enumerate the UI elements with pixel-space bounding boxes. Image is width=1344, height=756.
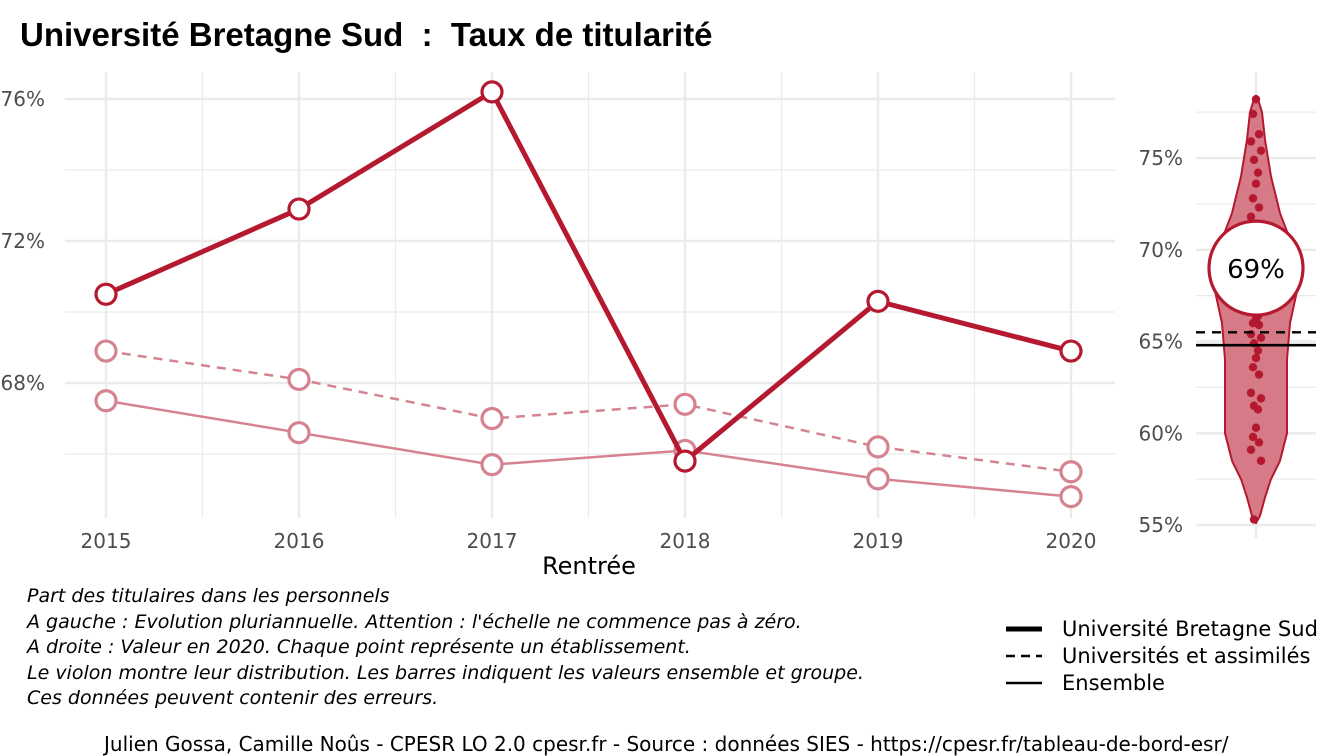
x-tick-label: 2020	[1046, 529, 1097, 553]
series-point	[673, 449, 697, 473]
series-line	[105, 399, 1072, 498]
chart-title: Université Bretagne Sud : Taux de titula…	[20, 16, 713, 53]
establishment-point	[1256, 456, 1266, 465]
current-value-label: 69%	[1227, 255, 1285, 285]
series-point	[1059, 460, 1083, 484]
series-point	[480, 453, 504, 477]
note-line: Ces données peuvent contenir des erreurs…	[27, 687, 439, 709]
establishment-point	[1253, 346, 1263, 355]
series-point	[866, 435, 890, 459]
establishment-point	[1246, 445, 1256, 454]
establishment-point	[1253, 168, 1263, 177]
establishment-point	[1254, 370, 1264, 379]
series-point	[287, 197, 311, 221]
x-tick-label: 2015	[81, 529, 132, 553]
establishment-point	[1251, 353, 1261, 363]
establishment-point	[1253, 405, 1263, 414]
line-chart-series	[94, 80, 1083, 509]
x-tick-label: 2019	[853, 529, 904, 553]
chart-canvas: 68% 72% 76% 2015 2016 2017 2018 2019 2020 Rentré…	[1, 72, 1316, 580]
series-point	[1059, 339, 1083, 363]
establishment-point	[1256, 146, 1266, 155]
x-tick-label: 2016	[274, 529, 325, 553]
x-axis-title: Rentrée	[542, 552, 636, 580]
establishment-point	[1256, 394, 1266, 403]
establishment-point	[1254, 203, 1264, 212]
series-point	[94, 389, 118, 413]
source-caption: Julien Gossa, Camille Noûs - CPESR LO 2.…	[104, 732, 1229, 756]
legend: Université Bretagne Sud Universités et a…	[1004, 615, 1318, 696]
establishment-point	[1248, 362, 1258, 372]
legend-label: Université Bretagne Sud	[1062, 616, 1318, 641]
series-point	[287, 421, 311, 445]
legend-key-dashed	[1004, 649, 1044, 663]
series-point	[480, 80, 504, 104]
establishment-point	[1254, 129, 1264, 139]
violin-chart-axis-ticks: 55% 60% 65% 70% 75%	[1139, 146, 1183, 537]
establishment-point	[1248, 432, 1258, 442]
legend-item-universites-assimiles: Universités et assimilés	[1004, 642, 1318, 669]
establishment-point	[1246, 137, 1256, 146]
establishment-point	[1248, 194, 1258, 203]
y-tick-label: 55%	[1139, 513, 1183, 537]
legend-item-ensemble: Ensemble	[1004, 669, 1318, 696]
series-line	[105, 349, 1072, 473]
y-tick-label: 60%	[1139, 421, 1183, 445]
establishment-point	[1254, 320, 1264, 330]
series-point	[94, 282, 118, 306]
establishment-point	[1251, 179, 1261, 188]
violin-plot: 69%	[1196, 94, 1316, 525]
current-value-bubble	[1207, 219, 1305, 317]
note-line: A gauche : Evolution pluriannuelle. Atte…	[27, 610, 802, 633]
establishment-point	[1254, 438, 1264, 447]
establishment-point	[1256, 333, 1266, 343]
y-tick-label: 70%	[1139, 238, 1183, 262]
establishment-point	[1251, 95, 1261, 104]
establishment-point	[1246, 212, 1256, 221]
note-line: Part des titulaires dans les personnels	[27, 585, 390, 607]
y-tick-label: 65%	[1139, 330, 1183, 354]
series-point	[480, 406, 504, 431]
legend-key-solid-thin	[1004, 676, 1044, 690]
series-point	[673, 392, 697, 416]
y-tick-label: 72%	[1, 229, 45, 253]
line-chart-grid	[65, 72, 1115, 518]
legend-label: Universités et assimilés	[1062, 643, 1311, 668]
x-tick-label: 2018	[660, 529, 711, 553]
line-chart-axis-ticks: 68% 72% 76% 2015 2016 2017 2018 2019 2020	[1, 87, 1097, 553]
establishment-point	[1248, 109, 1258, 119]
y-tick-label: 68%	[1, 371, 45, 395]
series-point	[866, 467, 890, 491]
series-point	[866, 289, 890, 313]
x-tick-label: 2017	[467, 529, 518, 553]
y-tick-label: 75%	[1139, 146, 1183, 170]
legend-item-universite: Université Bretagne Sud	[1004, 615, 1318, 642]
series-point	[1059, 485, 1083, 509]
y-tick-label: 76%	[1, 87, 45, 111]
establishment-point	[1246, 388, 1256, 398]
note-line: Le violon montre leur distribution. Les …	[27, 661, 864, 684]
series-point	[287, 367, 311, 392]
establishment-point	[1249, 155, 1259, 165]
establishment-point	[1249, 515, 1259, 524]
series-line	[104, 89, 1072, 464]
series-point	[94, 339, 118, 363]
legend-label: Ensemble	[1062, 670, 1165, 695]
chart-notes: Part des titulaires dans les personnels …	[27, 584, 864, 712]
establishment-point	[1251, 423, 1261, 432]
note-line: A droite : Valeur en 2020. Chaque point …	[27, 636, 691, 658]
legend-key-solid-thick	[1004, 622, 1044, 636]
